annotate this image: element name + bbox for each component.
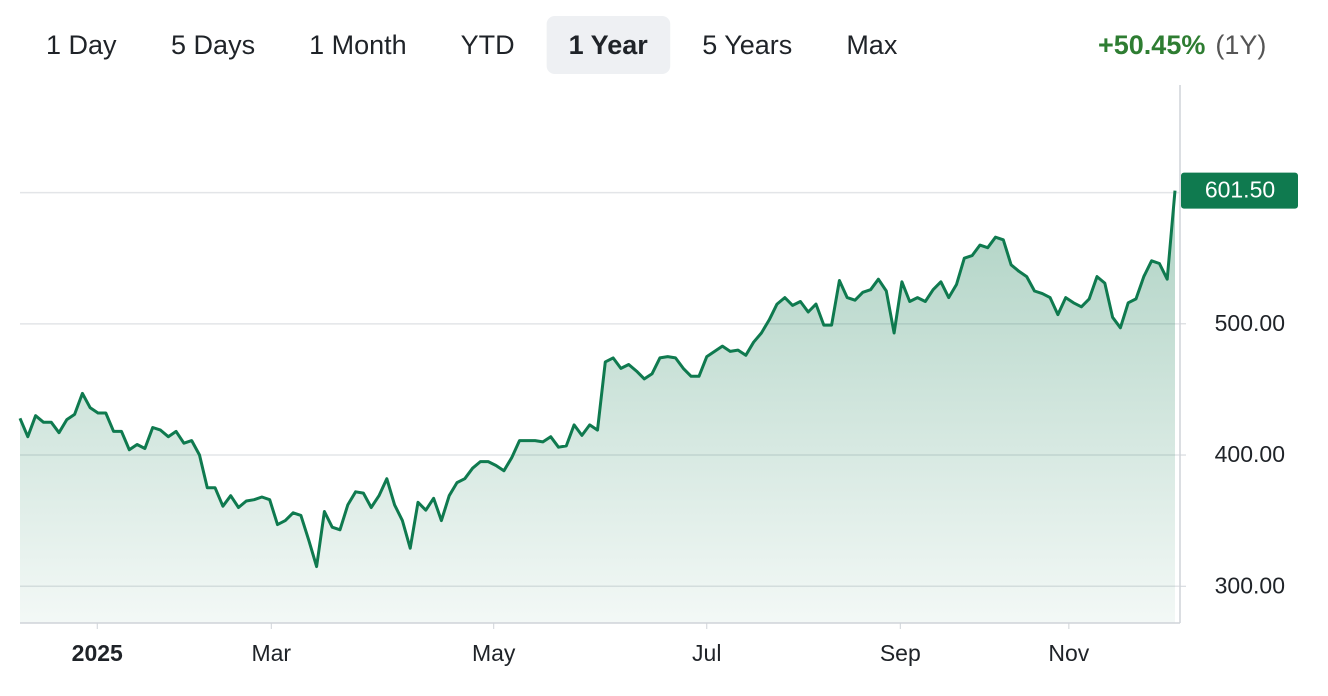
x-tick-label: 2025 bbox=[72, 640, 123, 666]
tab[interactable]: 1 Year bbox=[569, 30, 649, 60]
area bbox=[20, 190, 1175, 623]
change-period: (1Y) bbox=[1215, 30, 1266, 60]
tab-background[interactable] bbox=[546, 16, 671, 74]
y-tick-label: 500.00 bbox=[1215, 310, 1285, 336]
x-tick-label: Nov bbox=[1048, 640, 1089, 666]
x-tick-label: Jul bbox=[692, 640, 721, 666]
x-tick-label: Mar bbox=[251, 640, 291, 666]
tab[interactable]: YTD bbox=[461, 30, 515, 60]
x-tick-label: May bbox=[472, 640, 516, 666]
last-price-badge bbox=[1181, 172, 1298, 209]
change-percent: +50.45% bbox=[1098, 30, 1205, 60]
last-price-label: 601.50 bbox=[1205, 177, 1275, 203]
price-line bbox=[18, 190, 1177, 569]
tab[interactable]: 5 Days bbox=[171, 30, 255, 60]
tab[interactable]: 5 Years bbox=[702, 30, 792, 60]
y-tick-label: 400.00 bbox=[1215, 441, 1285, 467]
tab[interactable]: 1 Day bbox=[46, 30, 117, 60]
range-tabs: 1 Day 5 Days 1 Month YTD 1 Year 5 Years Max bbox=[46, 16, 898, 74]
tab[interactable]: Max bbox=[846, 30, 898, 60]
y-tick-label: 300.00 bbox=[1215, 572, 1285, 598]
tab[interactable]: 1 Month bbox=[309, 30, 407, 60]
x-tick-label: Sep bbox=[880, 640, 921, 666]
